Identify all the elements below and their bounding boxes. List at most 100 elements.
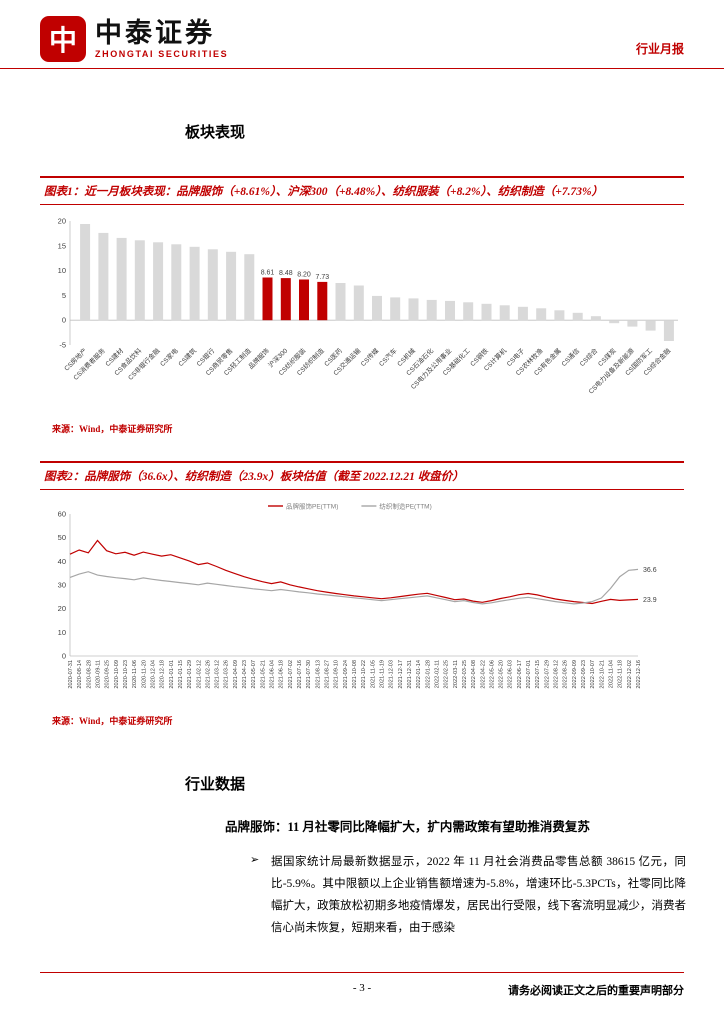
svg-text:2020-11-06: 2020-11-06 xyxy=(132,660,138,688)
svg-text:2022-12-16: 2022-12-16 xyxy=(636,660,642,689)
svg-text:2022-04-08: 2022-04-08 xyxy=(471,660,477,689)
svg-text:2021-04-23: 2021-04-23 xyxy=(242,660,248,689)
svg-text:2021-06-18: 2021-06-18 xyxy=(279,660,285,689)
brand-name-cn: 中泰证券 xyxy=(95,18,215,49)
figure1-chart-area: 20 15 10 5 0 -5 CS房地产 CS消费者服务 CS建材 CS食品饮料 CS非银行金融 C… xyxy=(40,205,684,418)
svg-text:2021-08-13: 2021-08-13 xyxy=(315,660,321,689)
svg-text:2022-04-22: 2022-04-22 xyxy=(480,660,486,689)
svg-text:7.73: 7.73 xyxy=(315,274,329,281)
svg-text:2021-08-27: 2021-08-27 xyxy=(325,660,331,689)
svg-text:CS传媒: CS传媒 xyxy=(358,346,380,368)
report-type-label: 行业月报 xyxy=(635,42,684,56)
svg-text:2020-09-11: 2020-09-11 xyxy=(96,660,102,688)
svg-text:2021-03-12: 2021-03-12 xyxy=(215,660,221,689)
svg-text:20: 20 xyxy=(58,217,66,226)
section-title-industry-data: 行业数据 xyxy=(185,777,246,793)
svg-text:2021-10-08: 2021-10-08 xyxy=(352,660,358,689)
svg-text:2020-11-20: 2020-11-20 xyxy=(141,660,147,688)
svg-text:2022-06-03: 2022-06-03 xyxy=(508,660,514,689)
svg-text:2020-10-09: 2020-10-09 xyxy=(114,660,120,689)
svg-text:2022-02-11: 2022-02-11 xyxy=(435,660,441,688)
svg-text:2021-12-31: 2021-12-31 xyxy=(407,660,413,689)
report-body: 板块表现 图表1：近一月板块表现：品牌服饰（+8.61%）、沪深300（+8.4… xyxy=(0,121,724,939)
figure2-title: 品牌服饰（36.6x）、纺织制造（23.9x）板块估值（截至 2022.12.2… xyxy=(84,471,464,483)
svg-text:品牌服饰PE(TTM): 品牌服饰PE(TTM) xyxy=(286,502,338,511)
pe-valuation-line-chart: 0 10 20 30 40 50 60 2020-07-31 2020-08-14 2020-08… xyxy=(58,502,657,689)
svg-text:2022-07-29: 2022-07-29 xyxy=(544,660,550,689)
svg-text:2020-12-18: 2020-12-18 xyxy=(160,660,166,689)
svg-text:2022-05-20: 2022-05-20 xyxy=(499,660,505,689)
svg-text:2021-11-19: 2021-11-19 xyxy=(380,660,386,688)
figure2-caption: 图表2：品牌服饰（36.6x）、纺织制造（23.9x）板块估值（截至 2022.… xyxy=(40,461,684,490)
svg-text:2022-10-07: 2022-10-07 xyxy=(590,660,596,689)
svg-text:2022-06-17: 2022-06-17 xyxy=(517,660,523,689)
zhongtai-logo-icon: 中 xyxy=(40,16,86,62)
svg-text:2020-08-14: 2020-08-14 xyxy=(77,660,83,689)
svg-text:2022-03-11: 2022-03-11 xyxy=(453,660,459,688)
svg-text:2021-05-21: 2021-05-21 xyxy=(260,660,266,689)
bullet-arrow-icon: ➢ xyxy=(250,854,260,866)
industry-bullet-text: 据国家统计局最新数据显示，2022 年 11 月社会消费品零售总额 38615 … xyxy=(271,856,686,934)
figure2-source: 来源：Wind，中泰证券研究所 xyxy=(52,716,173,726)
svg-text:60: 60 xyxy=(58,510,66,519)
figure1-label: 图表1： xyxy=(44,186,85,198)
svg-text:2021-12-17: 2021-12-17 xyxy=(398,660,404,689)
svg-text:CS综合: CS综合 xyxy=(577,346,599,368)
industry-sub-heading: 品牌服饰：11 月社零同比降幅扩大，扩内需政策有望助推消费复苏 xyxy=(225,820,590,834)
svg-text:2021-01-29: 2021-01-29 xyxy=(187,660,193,689)
svg-text:50: 50 xyxy=(58,533,66,542)
svg-text:0: 0 xyxy=(62,652,66,661)
svg-text:CS建筑: CS建筑 xyxy=(176,346,198,368)
figure1-source: 来源：Wind，中泰证券研究所 xyxy=(52,424,173,434)
svg-text:-5: -5 xyxy=(59,341,66,350)
industry-bullet-item: ➢ 据国家统计局最新数据显示，2022 年 11 月社会消费品零售总额 3861… xyxy=(250,851,686,939)
svg-text:2021-09-10: 2021-09-10 xyxy=(334,660,340,689)
svg-text:品牌服饰: 品牌服饰 xyxy=(246,346,271,371)
svg-text:2021-01-15: 2021-01-15 xyxy=(178,660,184,689)
svg-text:2022-07-15: 2022-07-15 xyxy=(535,660,541,689)
svg-text:40: 40 xyxy=(58,557,66,566)
sector-performance-bar-chart: 20151050-5CS房地产CS消费者服务CS建材CS食品饮料CS非银行金融C… xyxy=(58,217,678,396)
svg-text:2020-10-23: 2020-10-23 xyxy=(123,660,129,689)
svg-text:8.20: 8.20 xyxy=(297,272,311,279)
svg-text:36.6: 36.6 xyxy=(643,567,657,574)
svg-text:2021-07-02: 2021-07-02 xyxy=(288,660,294,689)
figure1-caption: 图表1：近一月板块表现：品牌服饰（+8.61%）、沪深300（+8.48%）、纺… xyxy=(40,176,684,205)
logo-glyph: 中 xyxy=(48,25,77,56)
svg-text:2021-02-12: 2021-02-12 xyxy=(196,660,202,689)
figure2-label: 图表2： xyxy=(44,471,85,483)
figure2-block: 图表2：品牌服饰（36.6x）、纺织制造（23.9x）板块估值（截至 2022.… xyxy=(40,461,684,727)
svg-text:10: 10 xyxy=(58,266,66,275)
svg-text:2021-06-04: 2021-06-04 xyxy=(270,660,276,689)
svg-text:2021-09-24: 2021-09-24 xyxy=(343,660,349,689)
svg-text:2022-01-28: 2022-01-28 xyxy=(425,660,431,689)
svg-text:2022-12-02: 2022-12-02 xyxy=(627,660,633,689)
svg-text:2022-01-14: 2022-01-14 xyxy=(416,660,422,689)
svg-text:2022-09-09: 2022-09-09 xyxy=(572,660,578,689)
figure1-block: 图表1：近一月板块表现：品牌服饰（+8.61%）、沪深300（+8.48%）、纺… xyxy=(40,176,684,435)
svg-text:2022-11-04: 2022-11-04 xyxy=(609,660,615,688)
svg-text:纺织制造PE(TTM): 纺织制造PE(TTM) xyxy=(379,502,431,511)
svg-text:5: 5 xyxy=(62,291,66,300)
footer-line: - 3 - 请务必阅读正文之后的重要声明部分 xyxy=(40,982,684,998)
svg-text:2021-07-30: 2021-07-30 xyxy=(306,660,312,689)
svg-text:2020-07-31: 2020-07-31 xyxy=(68,660,74,689)
footer-divider xyxy=(40,972,684,973)
svg-text:2022-07-01: 2022-07-01 xyxy=(526,660,532,689)
footer-disclaimer: 请务必阅读正文之后的重要声明部分 xyxy=(508,985,684,997)
svg-text:2022-10-21: 2022-10-21 xyxy=(599,660,605,689)
svg-text:CS家电: CS家电 xyxy=(158,346,180,368)
svg-text:2021-11-05: 2021-11-05 xyxy=(370,660,376,688)
svg-text:8.48: 8.48 xyxy=(279,270,293,277)
svg-text:2022-03-25: 2022-03-25 xyxy=(462,660,468,689)
figure1-title: 近一月板块表现：品牌服饰（+8.61%）、沪深300（+8.48%）、纺织服装（… xyxy=(84,186,604,198)
brand-logo: 中 中泰证券 ZHONGTAI SECURITIES xyxy=(40,16,228,62)
page-number: - 3 - xyxy=(352,982,372,994)
svg-text:10: 10 xyxy=(58,628,66,637)
svg-text:2022-09-23: 2022-09-23 xyxy=(581,660,587,689)
svg-text:2021-02-26: 2021-02-26 xyxy=(205,660,211,689)
report-header: 中 中泰证券 ZHONGTAI SECURITIES 行业月报 xyxy=(0,0,724,69)
svg-text:2022-05-06: 2022-05-06 xyxy=(489,660,495,689)
brand-name-en: ZHONGTAI SECURITIES xyxy=(95,48,229,59)
page-footer: - 3 - 请务必阅读正文之后的重要声明部分 xyxy=(40,972,684,998)
